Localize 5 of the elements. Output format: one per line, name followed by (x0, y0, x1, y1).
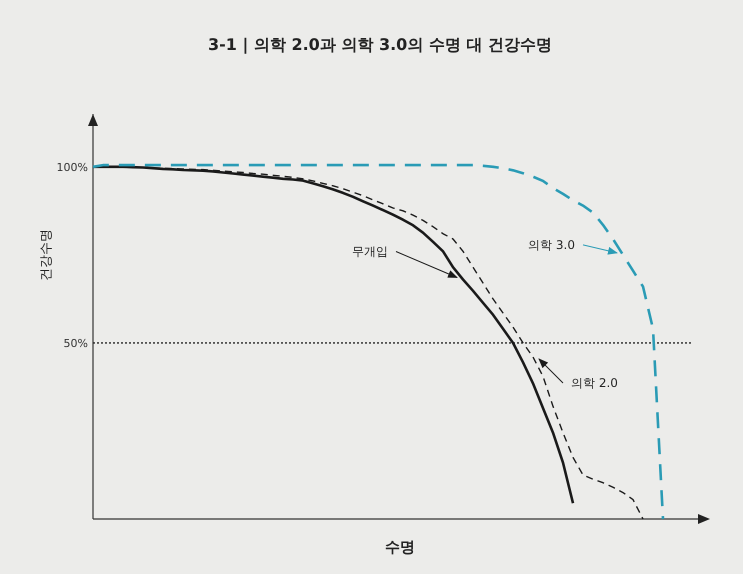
title: 3-1 | 의학 2.0과 의학 3.0의 수명 대 건강수명 (208, 35, 552, 54)
y-tick-label: 50% (64, 336, 88, 350)
y-axis-title: 건강수명 (39, 228, 54, 281)
y-tick-label: 100% (56, 160, 88, 174)
x-axis-title: 수명 (385, 538, 415, 556)
